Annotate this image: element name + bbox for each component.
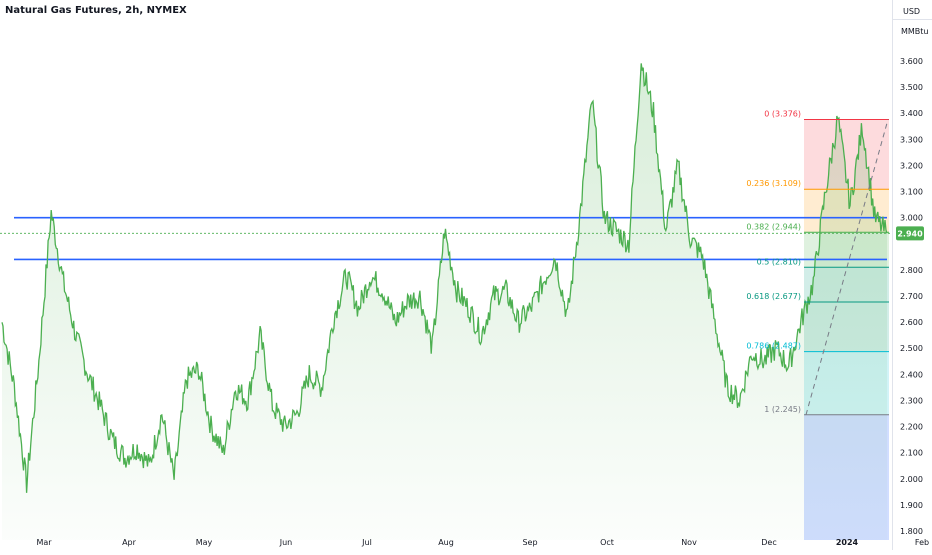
fib-trend-line[interactable] [805,119,889,415]
fib-label-0.786: 0.786 (2.487) [746,342,801,351]
price-line[interactable] [1,63,888,493]
price-axis-divider [892,0,893,550]
x-tick-nov: Nov [681,538,697,547]
x-tick-jul: Jul [361,538,372,547]
fib-zone-0 [804,119,889,190]
x-tick-jun: Jun [279,538,293,547]
price-axis-top-divider [892,19,932,20]
y-tick-3.500: 3.500 [900,83,923,92]
y-tick-1.800: 1.800 [900,527,923,536]
y-tick-2.800: 2.800 [900,266,923,275]
x-tick-mar: Mar [36,538,52,547]
y-tick-3.200: 3.200 [900,161,923,170]
x-tick-aug: Aug [438,538,454,547]
x-tick-dec: Dec [761,538,776,547]
fib-label-0: 0 (3.376) [764,109,801,118]
chart-title: Natural Gas Futures, 2h, NYMEX [5,5,187,16]
y-tick-3.600: 3.600 [900,57,923,66]
fib-label-0.5: 0.5 (2.810) [757,257,801,266]
x-tick-may: May [196,538,213,547]
currency-unit-label[interactable]: USD [903,7,921,16]
price-area [2,63,887,541]
x-tick-oct: Oct [600,538,614,547]
x-tick-2024: 2024 [836,538,859,547]
fib-label-0.618: 0.618 (2.677) [746,292,801,301]
y-tick-3.100: 3.100 [900,188,923,197]
fib-label-0.236: 0.236 (3.109) [746,179,801,188]
y-tick-2.200: 2.200 [900,423,923,432]
y-tick-2.000: 2.000 [900,475,923,484]
y-tick-2.600: 2.600 [900,318,923,327]
last-price-badge[interactable] [896,226,924,241]
y-tick-2.100: 2.100 [900,449,923,458]
y-tick-2.500: 2.500 [900,344,923,353]
measure-unit-label[interactable]: MMBtu [901,27,929,36]
x-tick-sep: Sep [522,538,537,547]
fib-label-0.382: 0.382 (2.944) [746,222,801,231]
y-tick-2.700: 2.700 [900,292,923,301]
y-tick-2.400: 2.400 [900,370,923,379]
y-tick-3.300: 3.300 [900,135,923,144]
y-tick-3.400: 3.400 [900,109,923,118]
last-price-label: 2.940 [897,229,923,238]
x-tick-apr: Apr [122,538,137,547]
x-tick-feb: Feb [915,538,929,547]
y-tick-1.900: 1.900 [900,501,923,510]
y-tick-2.300: 2.300 [900,396,923,405]
y-tick-3.000: 3.000 [900,214,923,223]
fib-label-1: 1 (2.245) [764,405,801,414]
